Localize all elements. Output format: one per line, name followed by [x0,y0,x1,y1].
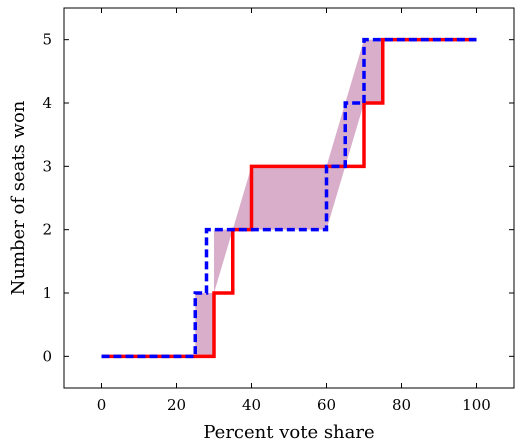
y-tick-label: 1 [42,284,52,302]
x-tick-label: 80 [392,396,411,414]
red-solid-step-line [101,37,477,359]
shaded-region [195,39,383,357]
blue-dashed-step-line [101,37,477,359]
series-group [101,37,477,359]
plot-frame [63,7,515,389]
y-tick-label: 3 [42,157,52,175]
shaded-region-group [195,39,383,357]
y-tick-label: 2 [42,221,52,239]
x-axis-label: Percent vote share [203,422,374,443]
y-tick-label: 5 [42,31,52,49]
x-tick-label: 0 [97,396,107,414]
y-axis-label: Number of seats won [8,100,29,295]
y-tick-label: 0 [42,347,52,365]
x-tick-label: 100 [462,396,491,414]
y-tick-label: 4 [42,94,52,112]
x-tick-label: 40 [242,396,261,414]
axes-group: 0 20 40 60 80 100 0 1 2 3 4 5 [42,8,514,414]
x-tick-label: 20 [167,396,186,414]
x-tick-label: 60 [317,396,336,414]
